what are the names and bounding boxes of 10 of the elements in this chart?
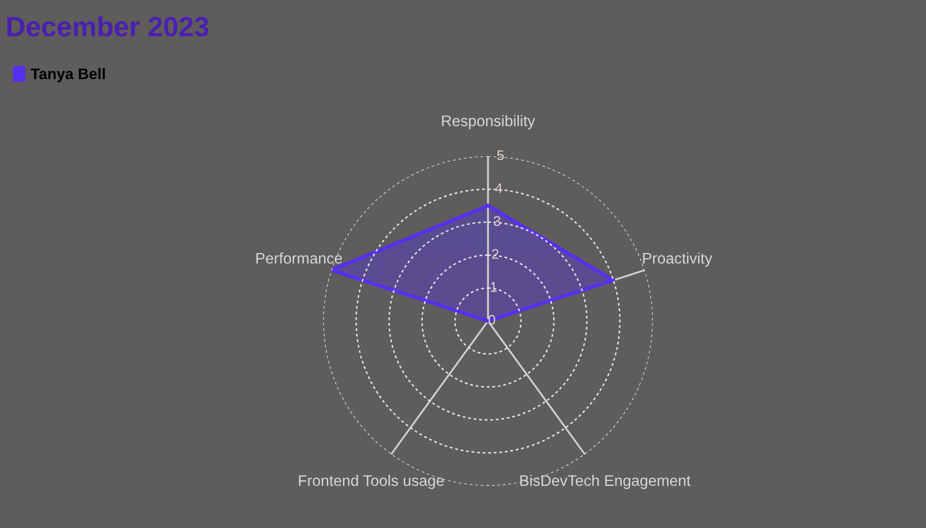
legend-label: Tanya Bell bbox=[30, 68, 105, 82]
spoke-label: Performance bbox=[256, 252, 342, 264]
y-tick-label: 5 bbox=[497, 150, 504, 160]
y-tick-label: 1 bbox=[490, 282, 497, 292]
spoke-label: Responsibility bbox=[442, 115, 536, 130]
spoke-label: BisDevTech Engagement bbox=[520, 474, 691, 490]
y-tick-label: 2 bbox=[492, 249, 498, 259]
spoke-label: Proactivity bbox=[643, 252, 712, 267]
spoke-label: Frontend Tools usage bbox=[299, 474, 444, 490]
chart-title: December 2023 bbox=[7, 16, 208, 37]
